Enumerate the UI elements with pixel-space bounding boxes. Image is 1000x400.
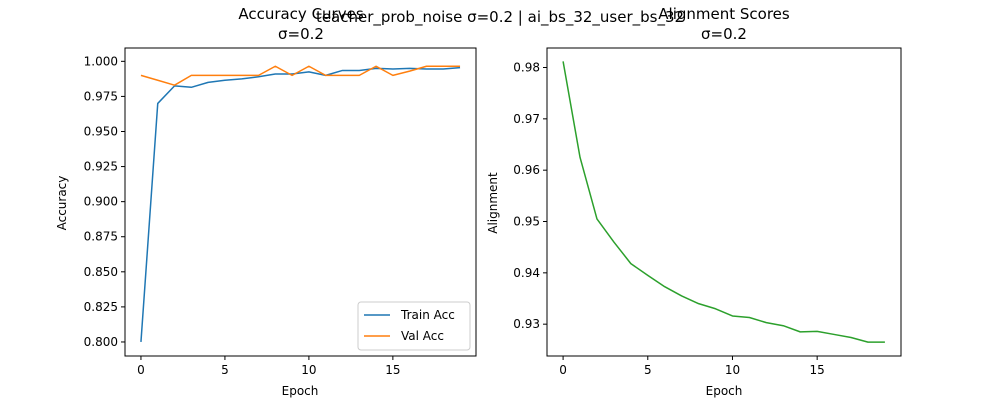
- legend-label-val-acc: Val Acc: [401, 329, 444, 343]
- accuracy-lines: [140, 65, 461, 343]
- figure-suptitle: teacher_prob_noise σ=0.2 | ai_bs_32_user…: [316, 8, 684, 27]
- alignment-title-line1: Alignment Scores: [658, 5, 790, 23]
- alignment-ytick-label: 0.93: [513, 317, 540, 331]
- alignment-xlabel: Epoch: [706, 384, 743, 398]
- alignment-ytick-label: 0.95: [513, 215, 540, 229]
- val-acc-line: [140, 65, 461, 86]
- accuracy-xlabel: Epoch: [282, 384, 319, 398]
- accuracy-ytick-label: 0.850: [84, 265, 118, 279]
- accuracy-ytick-label: 1.000: [84, 54, 118, 68]
- alignment-xtick-label: 5: [644, 363, 652, 377]
- alignment-panel: Alignment Scores σ=0.2 0 5 10 15 0.93 0.94 0.9…: [486, 5, 902, 398]
- accuracy-ytick-label: 0.800: [84, 335, 118, 349]
- accuracy-panel: Accuracy Curves σ=0.2 0 5 10 15 0.800 0.825 0.…: [55, 5, 477, 398]
- legend-label-train-acc: Train Acc: [400, 308, 455, 322]
- accuracy-ytick-label: 0.925: [84, 160, 118, 174]
- accuracy-xtick-label: 5: [221, 363, 229, 377]
- accuracy-title-line2: σ=0.2: [278, 25, 324, 43]
- accuracy-axes-frame: [124, 47, 477, 357]
- alignment-xtick-label: 10: [725, 363, 740, 377]
- accuracy-ylabel: Accuracy: [55, 176, 69, 231]
- alignment-xtick-label: 0: [559, 363, 567, 377]
- alignment-ticks: 0 5 10 15 0.93 0.94 0.95 0.96 0.97 0.98: [513, 61, 825, 377]
- accuracy-ticks: 0 5 10 15 0.800 0.825 0.850 0.875 0.900 0.925 0.95…: [84, 54, 401, 377]
- alignment-ytick-label: 0.97: [513, 112, 540, 126]
- alignment-ytick-label: 0.94: [513, 266, 540, 280]
- alignment-ylabel: Alignment: [486, 172, 500, 234]
- accuracy-ytick-label: 0.950: [84, 124, 118, 138]
- alignment-title-line2: σ=0.2: [701, 25, 747, 43]
- train-acc-line: [140, 66, 461, 343]
- accuracy-xtick-label: 15: [385, 363, 400, 377]
- accuracy-ytick-label: 0.875: [84, 230, 118, 244]
- accuracy-xtick-label: 10: [301, 363, 316, 377]
- accuracy-title-line1: Accuracy Curves: [238, 5, 364, 23]
- alignment-ytick-label: 0.96: [513, 163, 540, 177]
- alignment-xtick-label: 15: [810, 363, 825, 377]
- accuracy-ytick-label: 0.825: [84, 300, 118, 314]
- alignment-line: [562, 61, 885, 343]
- alignment-axes-frame: [546, 47, 902, 357]
- alignment-lines: [562, 61, 885, 343]
- alignment-ytick-label: 0.98: [513, 61, 540, 75]
- accuracy-ytick-label: 0.975: [84, 89, 118, 103]
- accuracy-xtick-label: 0: [137, 363, 145, 377]
- accuracy-ytick-label: 0.900: [84, 195, 118, 209]
- legend-box: [357, 301, 471, 351]
- accuracy-legend: Train Acc Val Acc: [357, 301, 471, 351]
